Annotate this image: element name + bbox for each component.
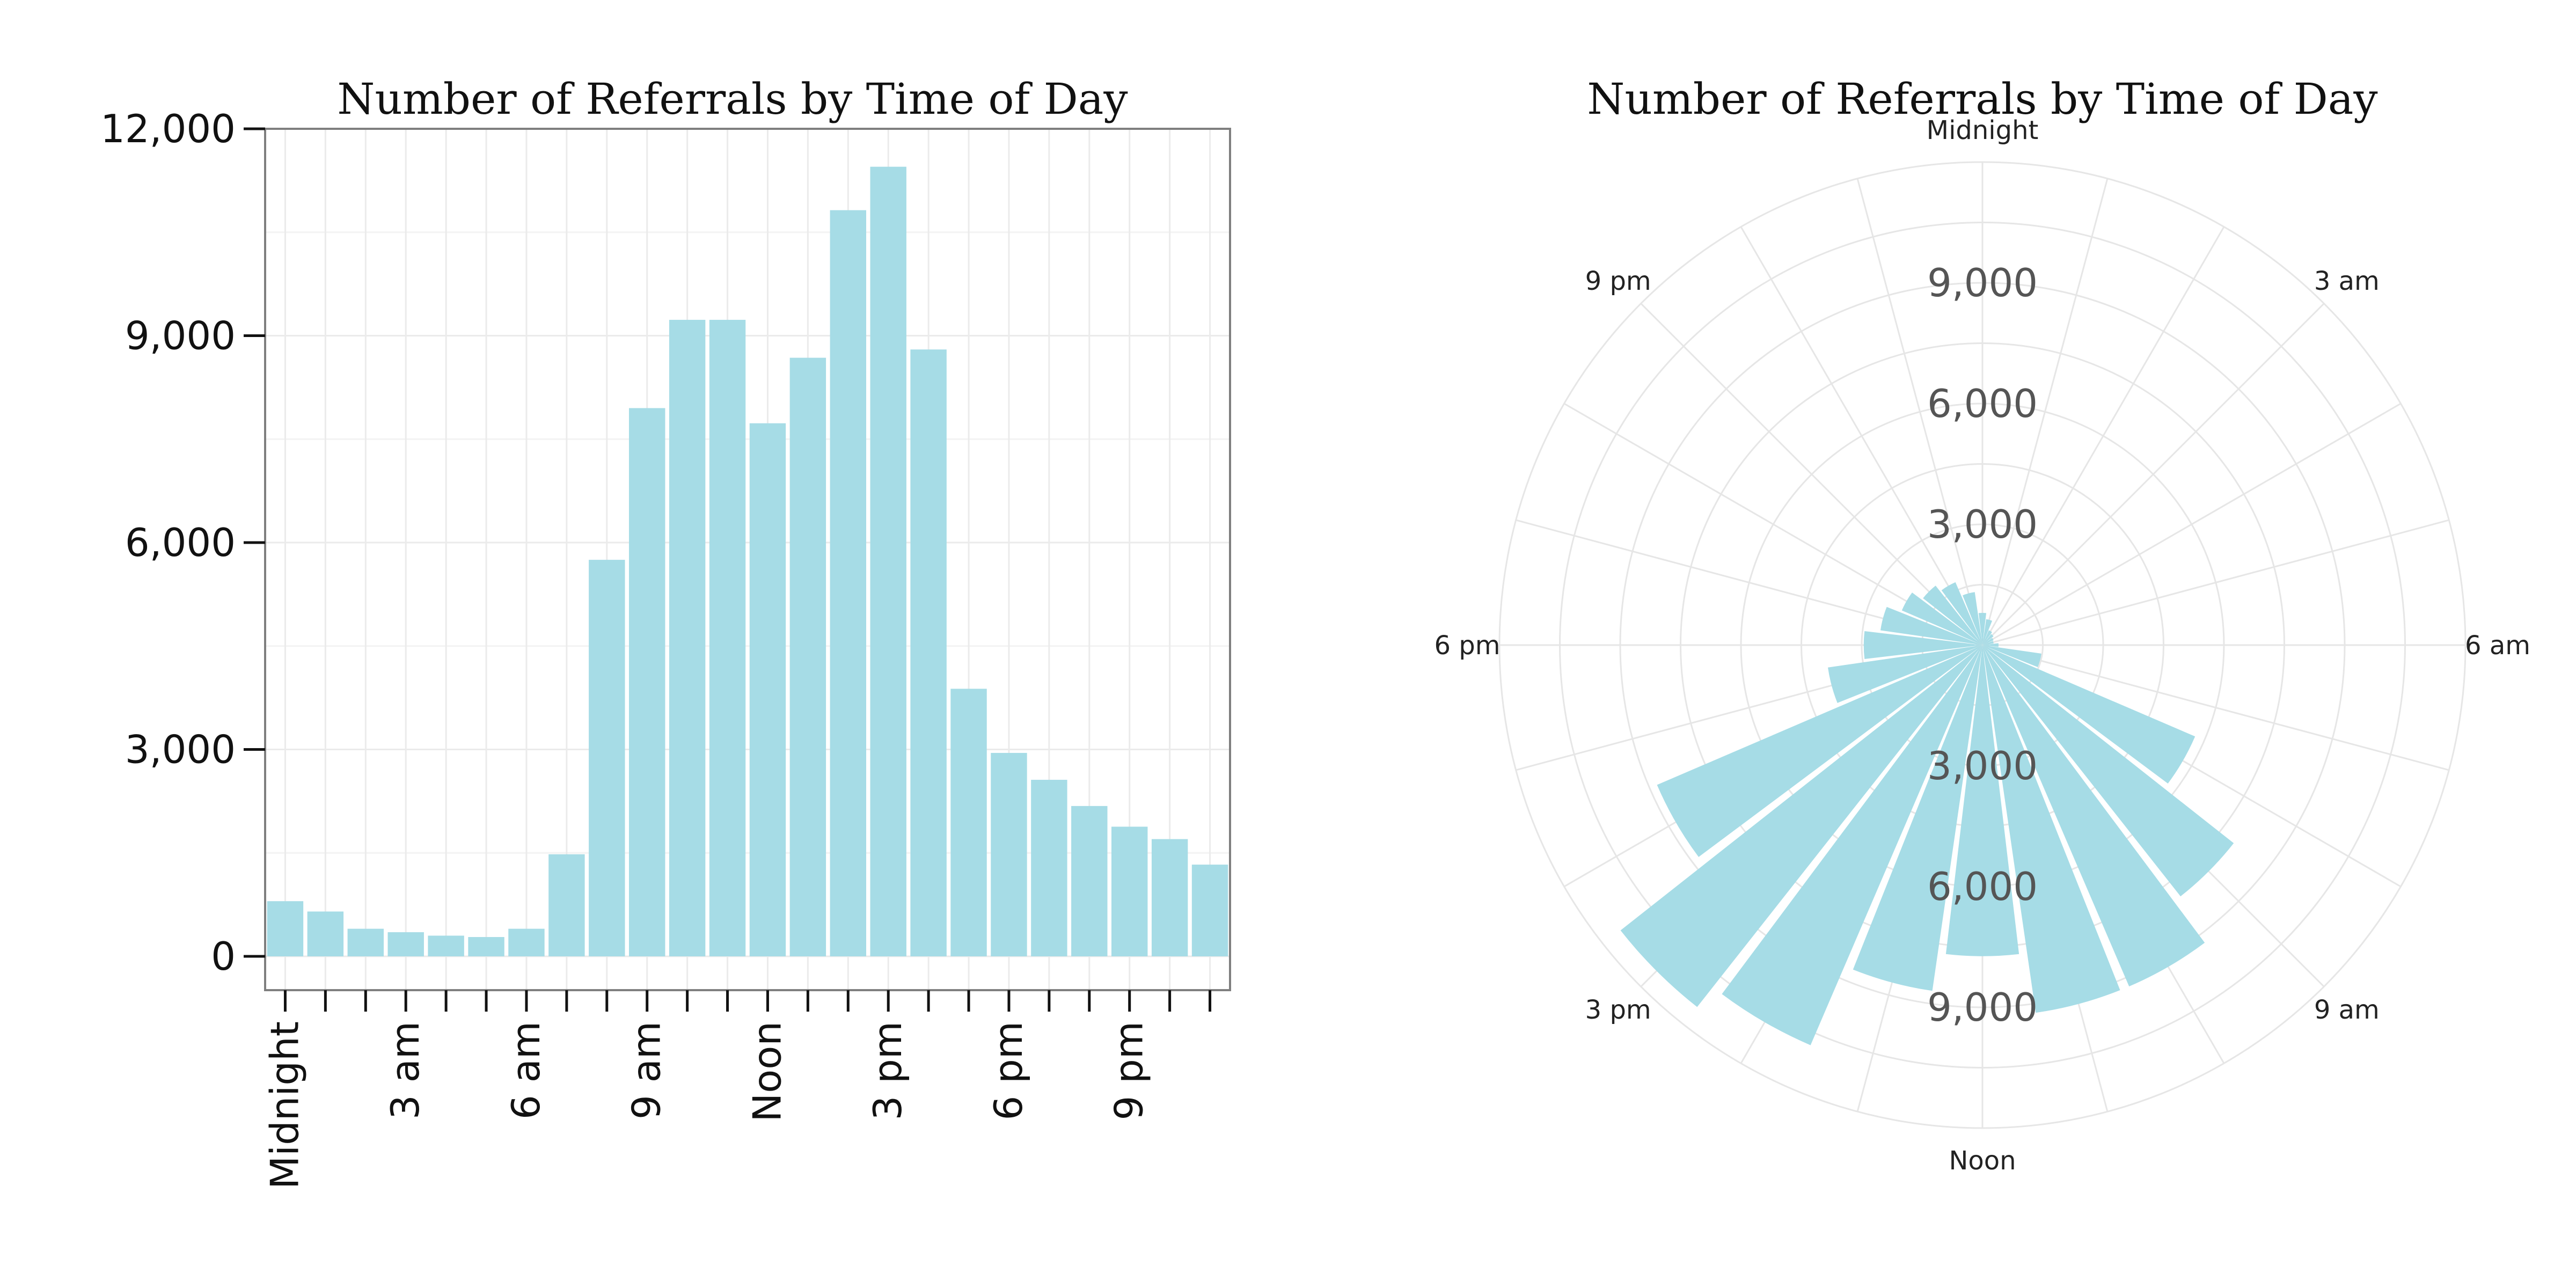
radial-tick-label-top: 9,000 [1927,260,2038,305]
polar-bar [1978,612,1987,645]
bar-chart-y-axis: 0 3,000 6,000 9,000 12,000 [100,106,265,979]
polar-chart-grid [1498,161,2467,1129]
bar [589,560,625,956]
y-tick-label: 0 [211,934,236,979]
polar-bar [1982,645,2196,784]
bar [628,408,665,956]
polar-chart-radial-labels: 3,000 3,000 6,000 6,000 9,000 9,000 [1927,260,2038,1030]
polar-bar [1982,638,1994,645]
polar-bar [1982,619,1993,645]
x-tick-label: Noon [744,1021,789,1122]
bar [669,319,706,956]
polar-bar [1722,645,1982,1045]
angle-label: Noon [1949,1146,2016,1176]
bar-chart-minor-grid [265,231,1230,854]
bar [468,937,504,956]
polar-spoke [1982,519,2449,646]
radial-tick-label-top: 3,000 [1927,502,2038,547]
y-tick-label: 6,000 [125,520,236,565]
bar [347,928,384,956]
polar-bar [1982,643,1999,647]
bar [428,935,464,956]
x-tick-label: 9 am [624,1021,669,1119]
polar-bar [1828,645,1982,703]
x-tick-label: 9 pm [1107,1021,1152,1121]
angle-label: Midnight [1927,115,2039,145]
angle-label: 9 pm [1585,266,1651,296]
bar [1071,806,1108,956]
polar-spoke [1981,303,2325,646]
bar [508,928,545,956]
polar-bar [1941,582,1982,645]
y-tick-label: 9,000 [125,313,236,358]
polar-spoke [1981,178,2109,646]
polar-bar [1982,634,1994,645]
bar-chart: Number of Referrals by Time of Day 0 3,00… [100,74,1231,1190]
polar-bar [1982,645,2234,897]
angle-label: 6 pm [1434,631,1500,661]
polar-bar [1657,645,1982,857]
bar-chart-bars [267,166,1228,957]
polar-spoke [1982,644,2449,771]
polar-bar [1880,606,1982,645]
angle-label: 3 am [2314,266,2380,296]
bar [1031,780,1067,956]
polar-chart-title: Number of Referrals by Time of Day [1587,74,2377,124]
polar-bar [1945,645,2019,956]
bar [991,752,1027,956]
bar [1111,826,1148,956]
polar-spoke [1856,178,1984,646]
polar-chart: Number of Referrals by Time of Day 3,000… [1434,74,2530,1176]
bar-chart-title: Number of Referrals by Time of Day [337,74,1128,124]
x-tick-label: 6 am [503,1021,548,1119]
angle-label: 3 pm [1585,995,1651,1025]
polar-bar [1982,630,1992,645]
polar-spoke [1740,226,1984,646]
polar-bar [1901,592,1982,645]
bar-chart-panel-border [264,128,1231,991]
bar [709,319,746,956]
x-tick-label: Midnight [262,1021,307,1189]
radial-tick-label-bottom: 9,000 [1927,985,2038,1030]
x-tick-label: 6 pm [986,1021,1031,1121]
bar [1151,839,1188,956]
y-tick-label: 12,000 [100,106,236,151]
y-tick-label: 3,000 [125,727,236,772]
x-tick-label: 3 pm [865,1021,910,1121]
bar [267,901,304,956]
angle-label: 9 am [2314,995,2380,1025]
bar [1191,865,1228,956]
radial-tick-label-bottom: 6,000 [1927,864,2038,909]
radial-tick-label-top: 6,000 [1927,381,2038,426]
polar-bar [1863,631,1982,660]
polar-bar [1853,645,1982,991]
bar [870,166,906,956]
polar-bar [1982,641,1994,645]
bar-chart-x-axis: Midnight 3 am 6 am 9 am Noon 3 pm 6 pm 9 pm [262,990,1212,1189]
bar [789,357,826,956]
polar-bar [1963,592,1982,645]
bar [910,349,947,957]
polar-spoke [1640,303,1984,646]
bar [387,932,424,956]
bar [830,210,867,956]
polar-bar [1923,586,1982,645]
bar [307,911,344,956]
polar-bar [1982,645,2041,668]
polar-spoke [1982,402,2402,646]
polar-spoke [1981,226,2225,646]
x-tick-label: 3 am [383,1021,428,1119]
polar-bar [1620,645,1982,1007]
polar-bar [1982,645,2205,987]
radial-tick-label-bottom: 3,000 [1927,743,2038,788]
polar-chart-bars [1620,582,2234,1045]
polar-bar [1982,645,2120,1013]
bar [548,854,585,956]
bar [950,689,987,956]
bar [749,423,786,956]
polar-chart-angle-labels: Midnight 3 am 6 am 9 am Noon 3 pm 6 pm 9 pm [1434,115,2530,1176]
angle-label: 6 am [2465,631,2530,661]
